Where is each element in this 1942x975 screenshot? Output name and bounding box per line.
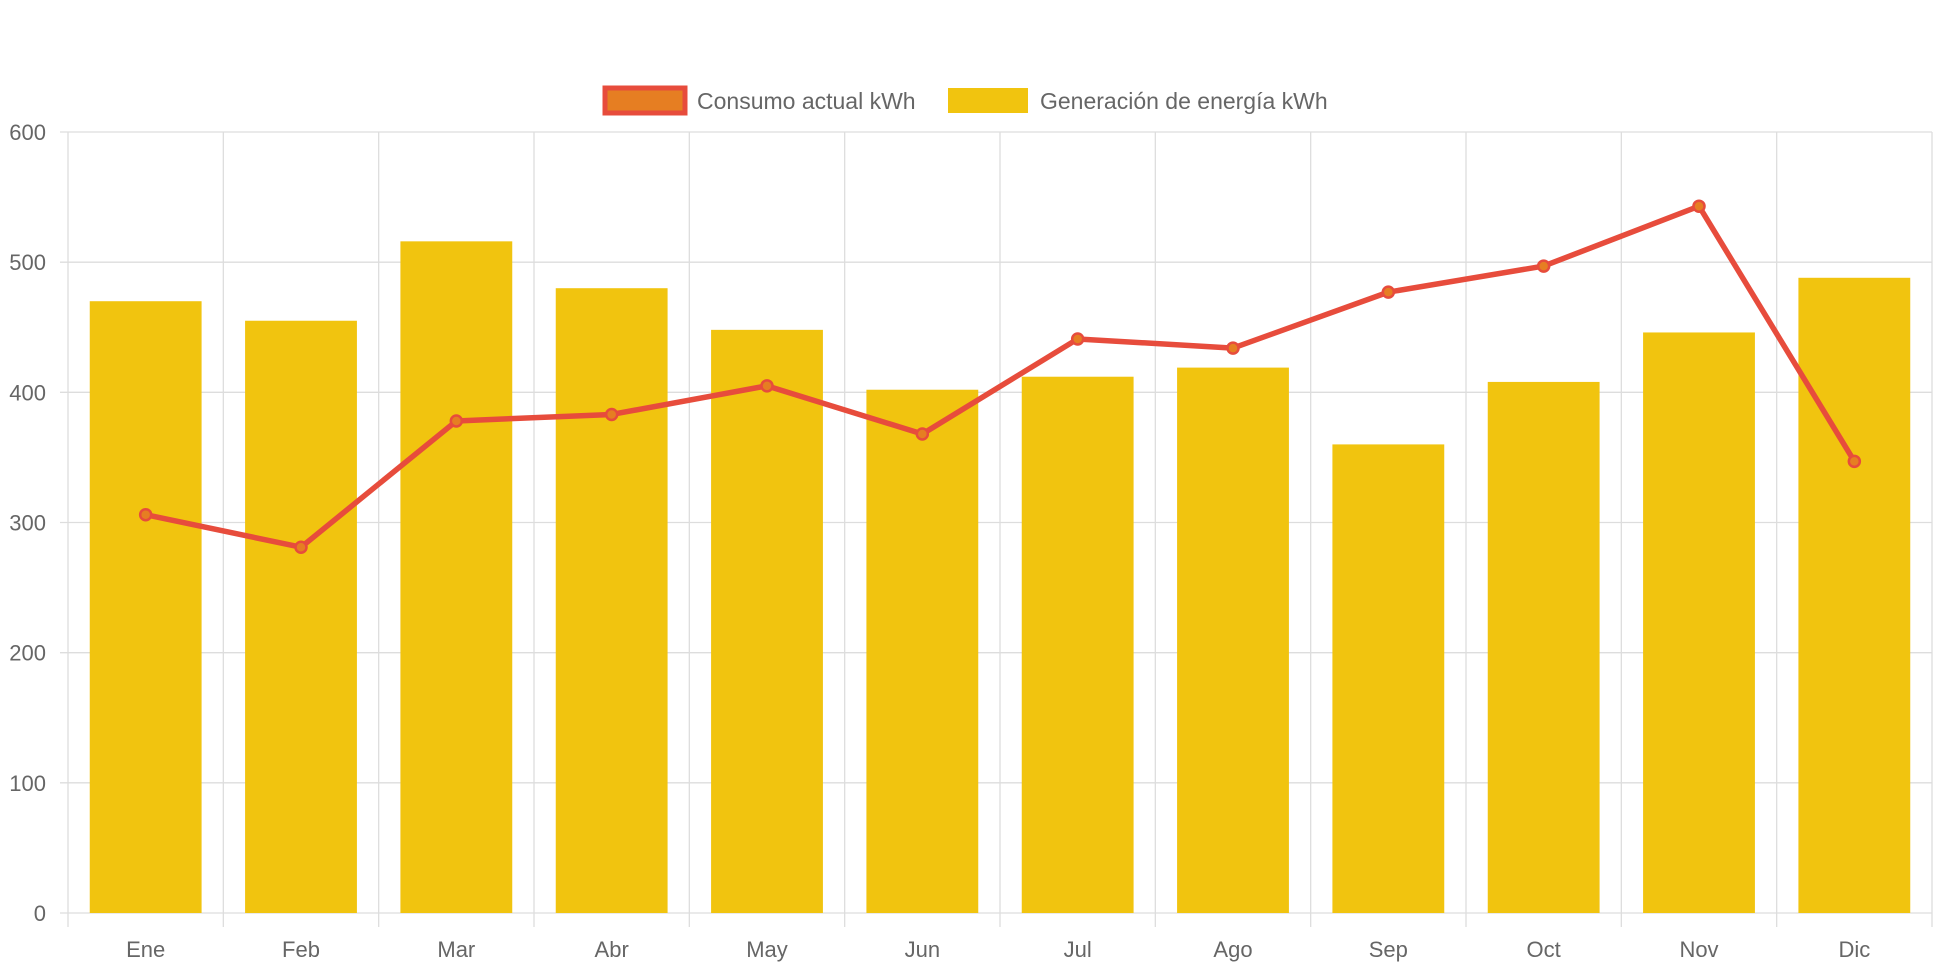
point-consumo-may[interactable] xyxy=(760,379,774,393)
legend-swatch-consumo xyxy=(602,85,688,116)
bar-series xyxy=(89,241,1911,914)
point-consumo-oct[interactable] xyxy=(1536,259,1551,273)
point-consumo-mar[interactable] xyxy=(449,414,464,428)
y-tick-label: 400 xyxy=(9,380,46,405)
bar-generacion-jun[interactable] xyxy=(866,389,979,914)
y-tick-label: 500 xyxy=(9,250,46,275)
bar-generacion-ago[interactable] xyxy=(1177,367,1289,913)
grid xyxy=(60,131,1933,927)
legend-swatch-generacion xyxy=(948,88,1028,113)
point-consumo-ene[interactable] xyxy=(138,507,153,522)
point-consumo-dic[interactable] xyxy=(1847,454,1862,469)
x-tick-label: May xyxy=(746,937,788,962)
point-consumo-feb[interactable] xyxy=(294,540,308,554)
bar-generacion-may[interactable] xyxy=(711,329,823,913)
y-tick-label: 300 xyxy=(9,511,46,536)
x-tick-label: Oct xyxy=(1527,937,1561,962)
bar-generacion-ene[interactable] xyxy=(89,301,202,913)
point-consumo-nov[interactable] xyxy=(1692,199,1706,213)
y-tick-label: 100 xyxy=(9,771,46,796)
bar-generacion-mar[interactable] xyxy=(400,241,513,914)
legend-label-consumo: Consumo actual kWh xyxy=(697,88,916,114)
bar-generacion-jul[interactable] xyxy=(1021,376,1134,913)
legend-item-generacion[interactable]: Generación de energía kWh xyxy=(948,88,1328,114)
legend-label-generacion: Generación de energía kWh xyxy=(1040,88,1328,114)
y-tick-label: 200 xyxy=(9,641,46,666)
point-consumo-jul[interactable] xyxy=(1070,332,1085,346)
y-tick-label: 0 xyxy=(34,901,46,926)
point-consumo-jun[interactable] xyxy=(915,427,930,441)
bar-generacion-abr[interactable] xyxy=(555,288,668,913)
x-tick-label: Nov xyxy=(1679,937,1718,962)
bar-generacion-sep[interactable] xyxy=(1332,444,1445,913)
axes: 0 100 200 300 400 500 600 Ene Feb Mar Abr May Jun Jul… xyxy=(9,120,1870,962)
x-tick-label: Jul xyxy=(1064,937,1092,962)
legend[interactable]: Consumo actual kWh Generación de energía… xyxy=(602,85,1328,116)
x-tick-label: Jun xyxy=(905,937,940,962)
legend-item-consumo[interactable]: Consumo actual kWh xyxy=(602,85,916,116)
bar-generacion-oct[interactable] xyxy=(1487,381,1600,913)
line-consumo xyxy=(145,203,1857,550)
bar-generacion-dic[interactable] xyxy=(1798,277,1911,914)
x-tick-label: Sep xyxy=(1369,937,1408,962)
point-consumo-sep[interactable] xyxy=(1381,285,1396,299)
x-tick-label: Ago xyxy=(1213,937,1252,962)
x-tick-label: Mar xyxy=(437,937,475,962)
point-consumo-abr[interactable] xyxy=(604,407,619,422)
bar-generacion-feb[interactable] xyxy=(245,320,357,913)
x-tick-label: Feb xyxy=(282,937,320,962)
bar-generacion-nov[interactable] xyxy=(1643,332,1755,913)
x-tick-label: Dic xyxy=(1838,937,1870,962)
line-series xyxy=(138,199,1862,554)
x-tick-label: Ene xyxy=(126,937,165,962)
x-tick-label: Abr xyxy=(595,937,629,962)
y-tick-label: 600 xyxy=(9,120,46,145)
point-consumo-ago[interactable] xyxy=(1226,341,1240,355)
